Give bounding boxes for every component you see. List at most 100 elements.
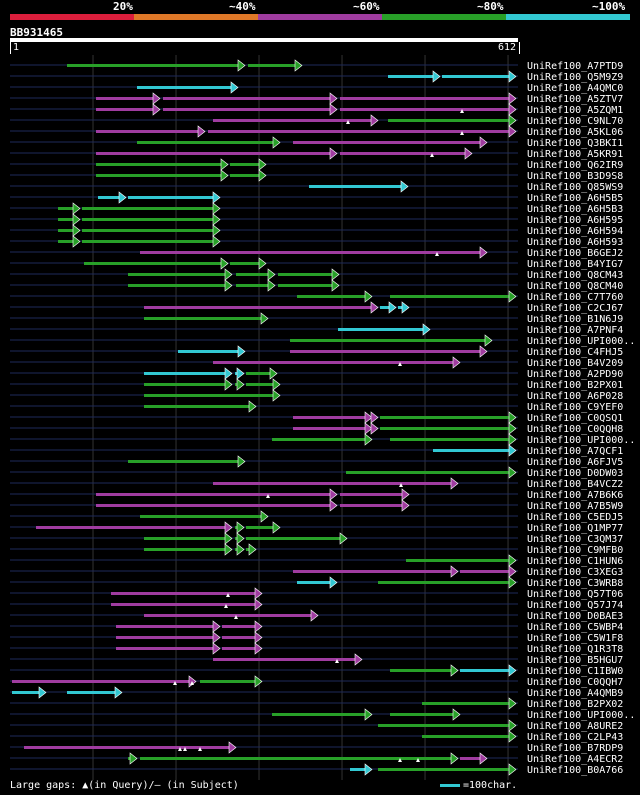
hit-label[interactable]: UniRef100_A5KL06 <box>527 127 623 138</box>
hit-label[interactable]: UniRef100_C0QSQ1 <box>527 413 623 424</box>
hit-arrow <box>452 708 461 721</box>
hit-label[interactable]: UniRef100_B7RDP9 <box>527 743 623 754</box>
hit-segment <box>128 757 131 760</box>
query-gap-marker <box>398 362 402 366</box>
hit-label[interactable]: UniRef100_A6P028 <box>527 391 623 402</box>
hit-label[interactable]: UniRef100_A6H594 <box>527 226 623 237</box>
hit-segment <box>178 350 239 353</box>
hit-label[interactable]: UniRef100_C2LP43 <box>527 732 623 743</box>
hit-arrow <box>220 169 229 182</box>
query-bar <box>10 38 518 42</box>
hit-segment <box>230 174 260 177</box>
hit-label[interactable]: UniRef100_C9MFB0 <box>527 545 623 556</box>
hit-label[interactable]: UniRef100_C3QM37 <box>527 534 623 545</box>
query-gap-marker <box>346 120 350 124</box>
hit-label[interactable]: UniRef100_A6H5B5 <box>527 193 623 204</box>
hit-arrow <box>450 565 459 578</box>
hit-label[interactable]: UniRef100_A2PD90 <box>527 369 623 380</box>
hit-segment <box>235 526 238 529</box>
hit-label[interactable]: UniRef100_C1IBW0 <box>527 666 623 677</box>
hit-label[interactable]: UniRef100_B2PX01 <box>527 380 623 391</box>
hit-label[interactable]: UniRef100_A7B5W9 <box>527 501 623 512</box>
hit-label[interactable]: UniRef100_A6H595 <box>527 215 623 226</box>
hit-label[interactable]: UniRef100_D0DW03 <box>527 468 623 479</box>
hit-segment <box>163 108 331 111</box>
hit-label[interactable]: UniRef100_B4VCZ2 <box>527 479 623 490</box>
hit-label[interactable]: UniRef100_B4V209 <box>527 358 623 369</box>
hit-label[interactable]: UniRef100_C0QQH8 <box>527 424 623 435</box>
hit-label[interactable]: UniRef100_C1HUN6 <box>527 556 623 567</box>
hit-label[interactable]: UniRef100_A5ZQM1 <box>527 105 623 116</box>
hit-arrow <box>364 422 373 435</box>
hit-arrow <box>331 279 340 292</box>
hit-label[interactable]: UniRef100_Q62IR9 <box>527 160 623 171</box>
hit-label[interactable]: UniRef100_C9NL70 <box>527 116 623 127</box>
hit-label[interactable]: UniRef100_Q57T06 <box>527 589 623 600</box>
hit-arrow <box>508 576 517 589</box>
hit-label[interactable]: UniRef100_A4ECR2 <box>527 754 623 765</box>
hit-label[interactable]: UniRef100_C5W1F8 <box>527 633 623 644</box>
hit-label[interactable]: UniRef100_C3XEG3 <box>527 567 623 578</box>
hit-arrow <box>258 257 267 270</box>
hit-label[interactable]: UniRef100_UPI000.. <box>527 336 635 347</box>
hit-label[interactable]: UniRef100_UPI000.. <box>527 435 635 446</box>
hit-label[interactable]: UniRef100_A8URE2 <box>527 721 623 732</box>
hit-label[interactable]: UniRef100_Q8CM43 <box>527 270 623 281</box>
hit-segment <box>140 757 452 760</box>
hit-segment <box>290 350 481 353</box>
hit-label[interactable]: UniRef100_A5ZTV7 <box>527 94 623 105</box>
hit-label[interactable]: UniRef100_A5KR91 <box>527 149 623 160</box>
hit-segment <box>460 570 510 573</box>
hit-label[interactable]: UniRef100_A4QMB9 <box>527 688 623 699</box>
hit-arrow <box>370 422 379 435</box>
hit-arrow <box>188 675 197 688</box>
hit-label[interactable]: UniRef100_A7PTD9 <box>527 61 623 72</box>
hit-arrow <box>508 697 517 710</box>
hit-segment <box>213 361 454 364</box>
hit-label[interactable]: UniRef100_C7T760 <box>527 292 623 303</box>
hit-arrow <box>260 510 269 523</box>
hit-label[interactable]: UniRef100_C4FHJ5 <box>527 347 623 358</box>
hit-label[interactable]: UniRef100_Q1MP77 <box>527 523 623 534</box>
hit-label[interactable]: UniRef100_C5EDJ5 <box>527 512 623 523</box>
hit-arrow <box>508 719 517 732</box>
legend-swatch-60 <box>258 14 382 20</box>
hit-label[interactable]: UniRef100_A7QCF1 <box>527 446 623 457</box>
hit-label[interactable]: UniRef100_B0A766 <box>527 765 623 776</box>
hit-segment <box>163 97 331 100</box>
hit-label[interactable]: UniRef100_Q57J74 <box>527 600 623 611</box>
hit-label[interactable]: UniRef100_A7PNF4 <box>527 325 623 336</box>
hit-segment <box>58 207 74 210</box>
hit-label[interactable]: UniRef100_Q1R3T8 <box>527 644 623 655</box>
hit-label[interactable]: UniRef100_Q3BKI1 <box>527 138 623 149</box>
hit-label[interactable]: UniRef100_D0BAE3 <box>527 611 623 622</box>
hit-segment <box>213 482 452 485</box>
hit-label[interactable]: UniRef100_B4YIG7 <box>527 259 623 270</box>
hit-label[interactable]: UniRef100_A7B6K6 <box>527 490 623 501</box>
hit-label[interactable]: UniRef100_B1N6J9 <box>527 314 623 325</box>
hit-label[interactable]: UniRef100_B2PX02 <box>527 699 623 710</box>
hit-label[interactable]: UniRef100_A6H5B3 <box>527 204 623 215</box>
hit-label[interactable]: UniRef100_B6GEJ2 <box>527 248 623 259</box>
hit-segment <box>246 548 250 551</box>
hit-label[interactable]: UniRef100_C5WBP4 <box>527 622 623 633</box>
hit-label[interactable]: UniRef100_A6FJV5 <box>527 457 623 468</box>
hit-label[interactable]: UniRef100_C9YEF0 <box>527 402 623 413</box>
hit-arrow <box>224 521 233 534</box>
hit-label[interactable]: UniRef100_A6H593 <box>527 237 623 248</box>
hit-label[interactable]: UniRef100_UPI000.. <box>527 710 635 721</box>
hit-label[interactable]: UniRef100_C0QQH7 <box>527 677 623 688</box>
hit-label[interactable]: UniRef100_A4QMC0 <box>527 83 623 94</box>
hit-arrow <box>254 675 263 688</box>
hit-label[interactable]: UniRef100_B3D9S8 <box>527 171 623 182</box>
hit-label[interactable]: UniRef100_Q85WS9 <box>527 182 623 193</box>
hit-label[interactable]: UniRef100_C2CJ67 <box>527 303 623 314</box>
hit-arrow <box>370 411 379 424</box>
hit-label[interactable]: UniRef100_Q8CM40 <box>527 281 623 292</box>
hit-label[interactable]: UniRef100_B5HGU7 <box>527 655 623 666</box>
query-gap-marker <box>430 153 434 157</box>
hit-segment <box>82 240 214 243</box>
hit-segment <box>116 647 214 650</box>
hit-label[interactable]: UniRef100_Q5M9Z9 <box>527 72 623 83</box>
hit-label[interactable]: UniRef100_C3WRB8 <box>527 578 623 589</box>
